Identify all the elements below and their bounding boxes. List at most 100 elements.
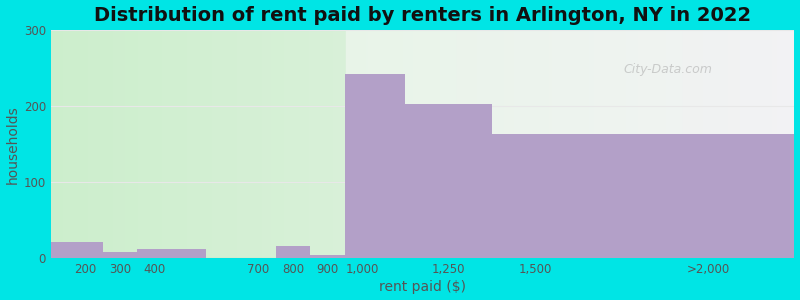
Bar [102, 252, 138, 258]
Bar [115, 30, 118, 258]
Bar [425, 30, 427, 258]
Bar [747, 30, 750, 258]
Bar [482, 30, 485, 258]
Bar [301, 30, 304, 258]
Bar [291, 30, 294, 258]
Bar [455, 30, 458, 258]
Bar [314, 30, 316, 258]
Bar [611, 30, 614, 258]
Bar [522, 30, 524, 258]
Bar [564, 30, 566, 258]
Bar [614, 30, 616, 258]
Bar [670, 30, 673, 258]
Bar [138, 249, 206, 258]
Bar [497, 30, 499, 258]
Bar [167, 30, 170, 258]
Bar [623, 30, 626, 258]
Bar [68, 30, 70, 258]
Bar [618, 30, 621, 258]
Bar [264, 30, 266, 258]
Bar [381, 30, 383, 258]
Bar [658, 30, 661, 258]
Bar [284, 30, 286, 258]
Bar [745, 30, 747, 258]
Bar [413, 30, 415, 258]
Bar [83, 30, 86, 258]
Bar [393, 30, 395, 258]
Bar [693, 30, 695, 258]
Bar [239, 30, 242, 258]
Bar [66, 30, 68, 258]
Bar [415, 30, 418, 258]
Bar [118, 30, 120, 258]
Bar [309, 30, 311, 258]
Bar [345, 74, 406, 258]
Bar [160, 30, 162, 258]
Bar [172, 30, 174, 258]
Bar [447, 30, 450, 258]
Bar [740, 30, 742, 258]
Bar [363, 30, 366, 258]
Bar [730, 30, 733, 258]
Bar [70, 30, 73, 258]
Bar [735, 30, 738, 258]
Bar [505, 30, 507, 258]
Bar [341, 30, 343, 258]
Bar [494, 30, 497, 258]
Bar [487, 30, 490, 258]
Bar [641, 30, 643, 258]
Bar [202, 30, 205, 258]
Bar [638, 30, 641, 258]
Bar [653, 30, 656, 258]
Bar [480, 30, 482, 258]
Bar [140, 30, 142, 258]
Bar [306, 30, 309, 258]
Bar [56, 30, 58, 258]
Bar [661, 30, 663, 258]
Bar [544, 30, 546, 258]
Bar [517, 30, 519, 258]
Bar [715, 30, 718, 258]
Bar [779, 30, 782, 258]
Bar [514, 30, 517, 258]
Bar [787, 30, 790, 258]
Bar [63, 30, 66, 258]
Bar [406, 30, 408, 258]
Bar [375, 30, 378, 258]
Bar [752, 30, 754, 258]
Bar [683, 30, 686, 258]
Bar [289, 30, 291, 258]
Bar [542, 30, 544, 258]
Bar [274, 30, 276, 258]
Bar [574, 30, 576, 258]
Bar [217, 30, 219, 258]
Bar [210, 30, 212, 258]
Bar [237, 30, 239, 258]
Bar [232, 30, 234, 258]
Bar [742, 30, 745, 258]
Bar [390, 30, 393, 258]
Bar [656, 30, 658, 258]
Bar [790, 30, 792, 258]
Title: Distribution of rent paid by renters in Arlington, NY in 2022: Distribution of rent paid by renters in … [94, 6, 751, 25]
Bar [98, 30, 101, 258]
Bar [190, 30, 192, 258]
Bar [530, 30, 532, 258]
Bar [135, 30, 138, 258]
Bar [713, 30, 715, 258]
Bar [254, 30, 257, 258]
Bar [678, 30, 681, 258]
Bar [546, 30, 549, 258]
Bar [346, 30, 348, 258]
Bar [178, 30, 180, 258]
Bar [61, 30, 63, 258]
Bar [259, 30, 262, 258]
Bar [78, 30, 81, 258]
Bar [378, 30, 381, 258]
Bar [388, 30, 390, 258]
Bar [395, 30, 398, 258]
Bar [51, 30, 54, 258]
Bar [170, 30, 172, 258]
Bar [770, 30, 772, 258]
Bar [88, 30, 90, 258]
